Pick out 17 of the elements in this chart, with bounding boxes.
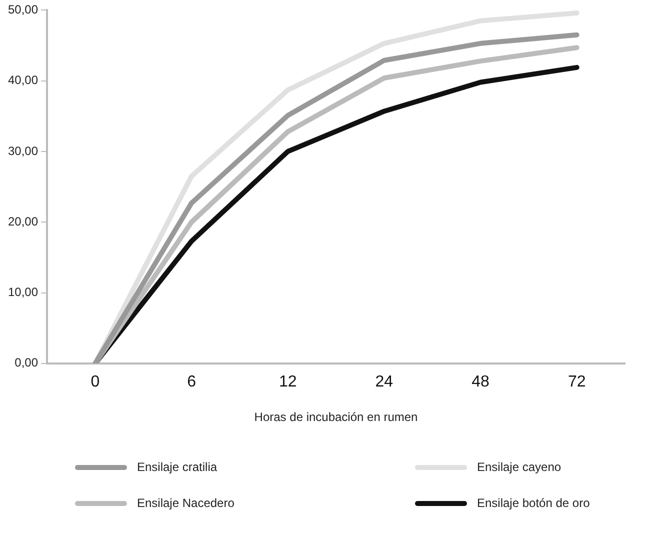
- legend-label: Ensilaje cratilia: [137, 460, 218, 474]
- x-tick-label: 72: [568, 373, 586, 390]
- y-tick-label: 20,00: [8, 214, 38, 228]
- x-tick-label: 0: [90, 373, 100, 390]
- x-axis-title: Horas de incubación en rumen: [254, 410, 418, 424]
- legend-label: Ensilaje cayeno: [477, 460, 562, 474]
- x-tick-label: 6: [187, 373, 196, 390]
- y-tick-label: 50,00: [8, 2, 38, 17]
- x-tick-label: 48: [472, 373, 490, 390]
- y-tick-label: 10,00: [8, 285, 38, 300]
- y-tick-label: 30,00: [8, 144, 38, 158]
- x-tick-label: 12: [278, 373, 297, 390]
- legend-label: Ensilaje botón de oro: [477, 496, 590, 510]
- x-tick-label: 24: [375, 373, 394, 390]
- y-tick-label: 0,00: [14, 356, 38, 370]
- y-tick-label: 40,00: [8, 73, 38, 88]
- legend-label: Ensilaje Nacedero: [137, 496, 234, 510]
